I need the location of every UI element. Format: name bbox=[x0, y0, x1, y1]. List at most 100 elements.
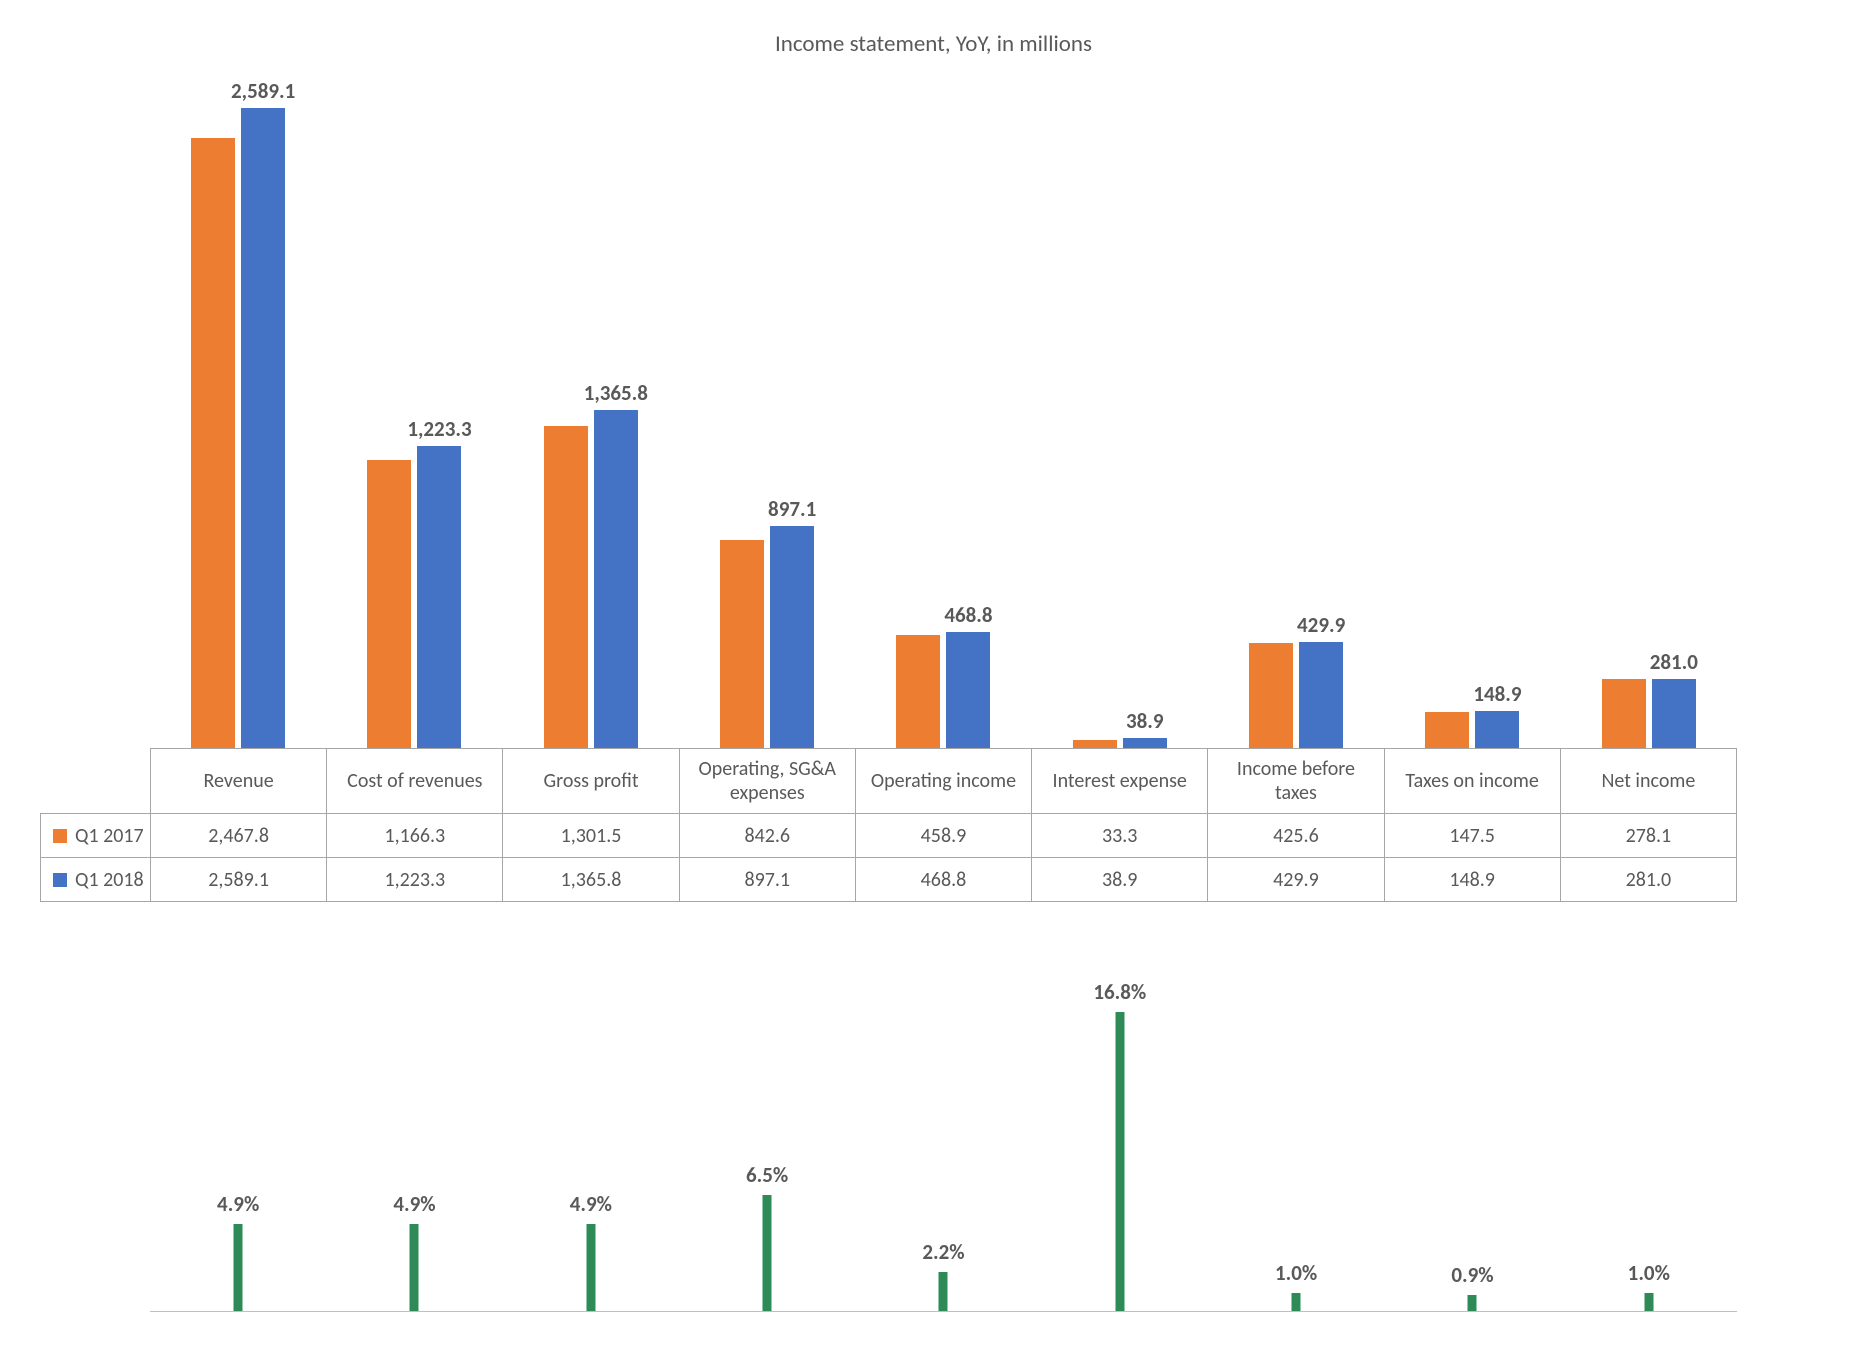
pct-value-label: 4.9% bbox=[570, 1191, 612, 1217]
table-category-cell: Income before taxes bbox=[1208, 749, 1384, 814]
pct-value-label: 2.2% bbox=[922, 1239, 964, 1265]
table-category-cell: Cost of revenues bbox=[327, 749, 503, 814]
pct-bar-group: 2.2% bbox=[855, 992, 1031, 1312]
table-cell: 897.1 bbox=[679, 858, 855, 902]
bar: 1,223.3 bbox=[417, 446, 461, 748]
bar-value-label: 38.9 bbox=[1126, 708, 1164, 734]
pct-value-label: 1.0% bbox=[1628, 1260, 1670, 1286]
pct-bar-group: 0.9% bbox=[1384, 992, 1560, 1312]
pct-bar-group: 1.0% bbox=[1561, 992, 1737, 1312]
bar-group: 897.1 bbox=[679, 108, 855, 748]
pct-bar-group: 16.8% bbox=[1032, 992, 1208, 1312]
table-cell: 842.6 bbox=[679, 814, 855, 858]
legend-swatch bbox=[53, 873, 67, 887]
bar bbox=[1073, 740, 1117, 748]
bar-group: 38.9 bbox=[1032, 108, 1208, 748]
bar bbox=[544, 426, 588, 748]
bar-group: 429.9 bbox=[1208, 108, 1384, 748]
bar bbox=[191, 138, 235, 748]
data-table: RevenueCost of revenuesGross profitOpera… bbox=[40, 748, 1737, 902]
table-header-row: RevenueCost of revenuesGross profitOpera… bbox=[41, 749, 1737, 814]
legend-swatch bbox=[53, 829, 67, 843]
pct-axis-line bbox=[150, 1311, 1737, 1312]
pct-chart: 4.9% 4.9% 4.9% 6.5% 2.2% 16.8% 1.0% 0.9% 1.0% bbox=[150, 992, 1737, 1312]
pct-value-label: 6.5% bbox=[746, 1162, 788, 1188]
bar-value-label: 1,223.3 bbox=[407, 416, 471, 442]
table-cell: 278.1 bbox=[1560, 814, 1736, 858]
pct-value-label: 4.9% bbox=[393, 1191, 435, 1217]
table-corner-cell bbox=[41, 749, 151, 814]
bar-group: 148.9 bbox=[1384, 108, 1560, 748]
bar-group: 2,589.1 bbox=[150, 108, 326, 748]
bar bbox=[1425, 712, 1469, 748]
bar: 148.9 bbox=[1475, 711, 1519, 748]
bar-group: 1,365.8 bbox=[503, 108, 679, 748]
pct-value-label: 16.8% bbox=[1093, 979, 1146, 1005]
table-row-header: Q1 2017 bbox=[41, 814, 151, 858]
bar bbox=[1602, 679, 1646, 748]
pct-bar-group: 1.0% bbox=[1208, 992, 1384, 1312]
bar: 281.0 bbox=[1652, 679, 1696, 748]
table-category-cell: Taxes on income bbox=[1384, 749, 1560, 814]
table-cell: 281.0 bbox=[1560, 858, 1736, 902]
bar-value-label: 468.8 bbox=[944, 602, 992, 628]
table-cell: 2,467.8 bbox=[151, 814, 327, 858]
table-cell: 2,589.1 bbox=[151, 858, 327, 902]
bar: 38.9 bbox=[1123, 738, 1167, 748]
table-cell: 468.8 bbox=[855, 858, 1031, 902]
chart-title: Income statement, YoY, in millions bbox=[40, 30, 1827, 58]
bar: 468.8 bbox=[946, 632, 990, 748]
table-cell: 1,166.3 bbox=[327, 814, 503, 858]
pct-bar bbox=[1115, 1012, 1124, 1311]
bar bbox=[896, 635, 940, 748]
bar-chart: 2,589.1 1,223.3 1,365.8 897.1 468.8 38.9 429.9… bbox=[150, 108, 1737, 748]
bar: 897.1 bbox=[770, 526, 814, 748]
pct-bar bbox=[586, 1224, 595, 1311]
bar-value-label: 148.9 bbox=[1473, 681, 1521, 707]
bar-value-label: 281.0 bbox=[1650, 649, 1698, 675]
bar: 1,365.8 bbox=[594, 410, 638, 748]
table-cell: 38.9 bbox=[1032, 858, 1208, 902]
bar-value-label: 897.1 bbox=[768, 496, 816, 522]
pct-bar-group: 4.9% bbox=[150, 992, 326, 1312]
pct-bar bbox=[1468, 1295, 1477, 1311]
pct-bar bbox=[763, 1195, 772, 1311]
table-category-cell: Revenue bbox=[151, 749, 327, 814]
pct-value-label: 1.0% bbox=[1275, 1260, 1317, 1286]
bar-group: 468.8 bbox=[855, 108, 1031, 748]
table-category-cell: Gross profit bbox=[503, 749, 679, 814]
table-category-cell: Operating, SG&A expenses bbox=[679, 749, 855, 814]
bar bbox=[720, 540, 764, 748]
bar bbox=[1249, 643, 1293, 748]
pct-bar bbox=[939, 1272, 948, 1311]
pct-bar-group: 6.5% bbox=[679, 992, 855, 1312]
table-category-cell: Net income bbox=[1560, 749, 1736, 814]
table-row: Q1 20172,467.81,166.31,301.5842.6458.933… bbox=[41, 814, 1737, 858]
pct-bar bbox=[1292, 1293, 1301, 1311]
bar-group: 281.0 bbox=[1561, 108, 1737, 748]
table-cell: 33.3 bbox=[1032, 814, 1208, 858]
pct-bar-group: 4.9% bbox=[326, 992, 502, 1312]
pct-value-label: 4.9% bbox=[217, 1191, 259, 1217]
table-cell: 425.6 bbox=[1208, 814, 1384, 858]
pct-bar bbox=[234, 1224, 243, 1311]
table-category-cell: Interest expense bbox=[1032, 749, 1208, 814]
pct-value-label: 0.9% bbox=[1451, 1262, 1493, 1288]
bar-group: 1,223.3 bbox=[326, 108, 502, 748]
bar-value-label: 1,365.8 bbox=[584, 380, 648, 406]
bar: 429.9 bbox=[1299, 642, 1343, 748]
table-cell: 147.5 bbox=[1384, 814, 1560, 858]
pct-bar bbox=[1644, 1293, 1653, 1311]
table-row-header: Q1 2018 bbox=[41, 858, 151, 902]
bar-value-label: 2,589.1 bbox=[231, 78, 295, 104]
pct-bar-group: 4.9% bbox=[503, 992, 679, 1312]
table-cell: 148.9 bbox=[1384, 858, 1560, 902]
bar bbox=[367, 460, 411, 748]
table-cell: 1,301.5 bbox=[503, 814, 679, 858]
table-row: Q1 20182,589.11,223.31,365.8897.1468.838… bbox=[41, 858, 1737, 902]
table-cell: 458.9 bbox=[855, 814, 1031, 858]
pct-bar bbox=[410, 1224, 419, 1311]
bar: 2,589.1 bbox=[241, 108, 285, 748]
table-cell: 429.9 bbox=[1208, 858, 1384, 902]
table-cell: 1,223.3 bbox=[327, 858, 503, 902]
